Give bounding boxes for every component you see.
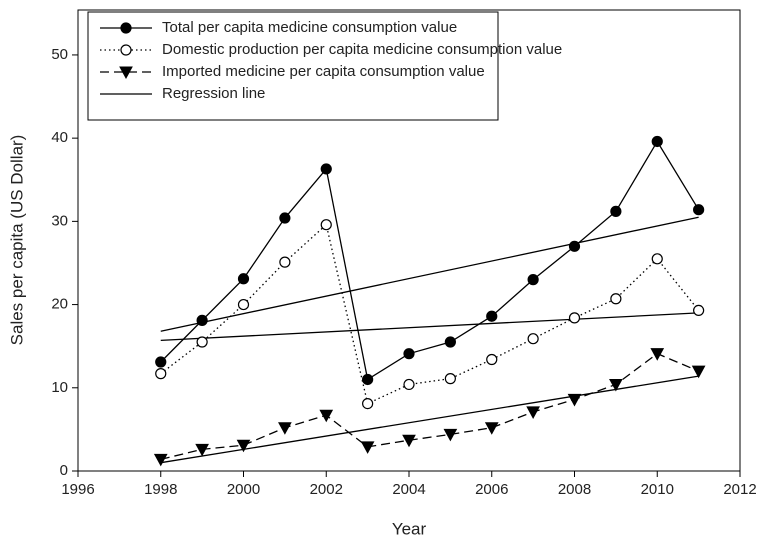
y-tick-label: 40 — [51, 129, 68, 146]
marker — [610, 293, 622, 305]
legend-marker — [120, 44, 132, 56]
marker — [526, 406, 540, 419]
marker — [443, 428, 458, 442]
marker — [403, 378, 415, 391]
marker — [484, 422, 499, 435]
marker — [402, 434, 416, 448]
marker — [568, 312, 581, 324]
y-axis-title: Sales per capita (US Dollar) — [7, 135, 26, 346]
marker — [362, 373, 374, 386]
marker — [693, 204, 705, 216]
legend-label: Total per capita medicine consumption va… — [162, 19, 457, 36]
y-tick-label: 20 — [51, 296, 68, 313]
legend-label: Regression line — [162, 85, 265, 102]
marker — [155, 368, 167, 380]
marker — [444, 336, 456, 348]
marker — [568, 240, 581, 252]
marker — [444, 373, 456, 385]
marker — [486, 353, 498, 366]
legend-box — [87, 11, 499, 121]
series-line — [160, 223, 700, 405]
x-tick-label: 1996 — [61, 481, 94, 498]
marker — [651, 253, 663, 265]
marker — [651, 135, 663, 148]
x-tick-label: 2000 — [227, 481, 260, 498]
x-tick-label: 2010 — [641, 481, 674, 498]
x-tick-label: 2008 — [558, 481, 591, 498]
marker — [196, 336, 208, 348]
marker — [196, 314, 208, 326]
marker — [567, 393, 582, 407]
marker — [236, 439, 251, 453]
x-tick-label: 2002 — [310, 481, 343, 498]
legend-marker — [120, 22, 132, 34]
marker — [195, 443, 209, 457]
marker — [527, 333, 539, 345]
marker — [403, 348, 415, 360]
x-axis-title: Year — [392, 519, 427, 538]
marker — [362, 397, 374, 410]
marker — [153, 453, 168, 467]
y-tick-label: 10 — [51, 379, 68, 396]
y-tick-label: 30 — [51, 212, 68, 229]
regression-line — [160, 216, 699, 332]
marker — [527, 274, 539, 286]
marker — [610, 205, 622, 217]
regression-line — [160, 375, 699, 464]
marker — [155, 356, 167, 368]
x-tick-label: 2012 — [723, 481, 756, 498]
marker — [279, 212, 291, 224]
marker — [319, 409, 334, 423]
legend-label: Imported medicine per capita consumption… — [162, 63, 485, 80]
legend-marker — [119, 66, 133, 80]
marker — [650, 348, 665, 361]
x-tick-label: 2006 — [475, 481, 508, 498]
x-tick-label: 2004 — [392, 481, 425, 498]
y-tick-label: 50 — [51, 46, 68, 63]
series-line — [160, 140, 700, 381]
y-tick-label: 0 — [60, 462, 68, 479]
marker — [609, 378, 623, 392]
marker — [320, 219, 332, 231]
marker — [486, 310, 498, 322]
marker — [360, 441, 375, 454]
marker — [237, 273, 250, 285]
marker — [693, 304, 705, 316]
regression-line — [160, 312, 699, 342]
x-tick-label: 1998 — [144, 481, 177, 498]
marker — [320, 163, 332, 175]
marker — [278, 422, 292, 435]
series-line — [160, 352, 699, 460]
marker — [279, 256, 291, 268]
legend-label: Domestic production per capita medicine … — [162, 41, 562, 58]
marker — [691, 365, 706, 379]
marker — [237, 298, 250, 311]
